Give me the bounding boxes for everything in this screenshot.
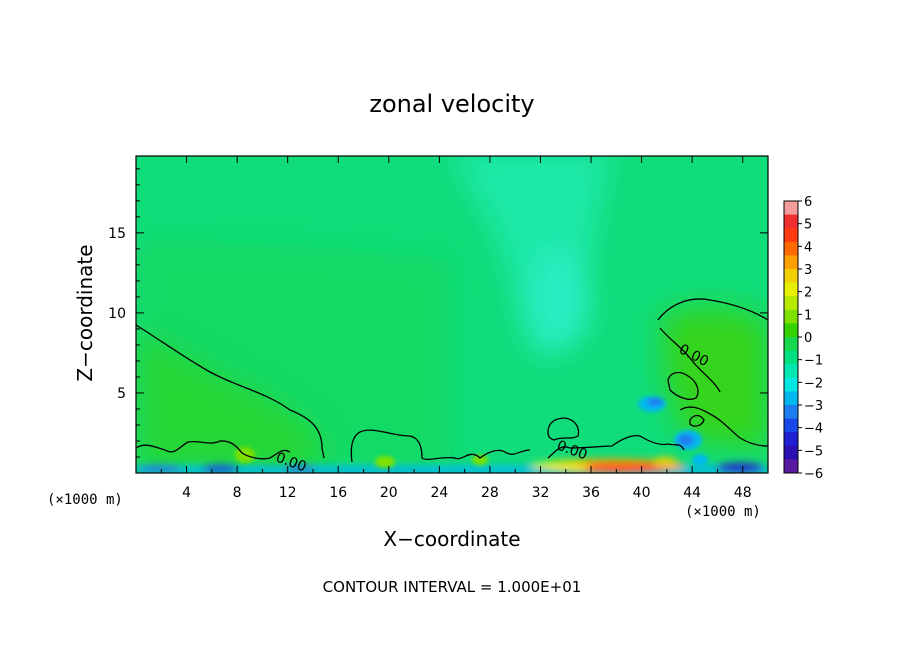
colorbar-segment <box>784 445 798 460</box>
colorbar-tick-label: 5 <box>804 218 812 233</box>
colorbar-tick-label: −2 <box>804 376 823 391</box>
field-yellow-east2 <box>653 457 677 467</box>
contour-upper-west <box>136 324 325 459</box>
x-axis-title: X−coordinate <box>383 527 520 551</box>
colorbar-segment <box>784 364 798 379</box>
colorbar-segment <box>784 377 798 392</box>
y-axis-ticks: 5 10 15 <box>108 168 768 458</box>
contour-east-upper <box>657 298 768 321</box>
colorbar-tick-label: −1 <box>804 354 823 369</box>
colorbar-segment <box>784 228 798 243</box>
colorbar-segment <box>784 241 798 256</box>
z-unit-label: (×1000 m) <box>47 492 123 508</box>
colorbar-labels: 6 5 4 3 2 1 0 −1 −2 −3 −4 −5 −6 <box>798 195 823 482</box>
field-neg-cell-3 <box>692 454 708 466</box>
field-surface-strip <box>136 466 768 473</box>
colorbar-segment <box>784 309 798 324</box>
contour-lower-west <box>136 440 291 460</box>
field-neg-cell-2-core <box>678 434 694 446</box>
colorbar-tick-label: 0 <box>804 331 812 346</box>
colorbar-tick-label: −6 <box>804 467 823 482</box>
x-tick-label: 24 <box>430 485 448 501</box>
contour-interval-note: CONTOUR INTERVAL = 1.000E+01 <box>323 578 582 596</box>
contour-east-wavy <box>679 406 768 447</box>
y-tick-label: 5 <box>117 386 126 402</box>
x-tick-label: 4 <box>182 485 191 501</box>
zero-contours <box>136 298 768 463</box>
x-tick-label: 40 <box>633 485 651 501</box>
colorbar-segment <box>784 201 798 216</box>
field-pos-blob-3 <box>472 455 488 465</box>
colorbar-segment <box>784 350 798 365</box>
x-unit-label: (×1000 m) <box>685 504 761 520</box>
x-tick-label: 28 <box>481 485 499 501</box>
x-tick-label: 44 <box>683 485 701 501</box>
x-axis-ticks: 4 8 12 16 20 24 28 32 36 40 44 48 <box>160 156 752 501</box>
colorbar-segment <box>784 269 798 284</box>
contour-small-east <box>689 414 705 427</box>
contour-east-lower <box>659 327 721 393</box>
contour-cell-34 <box>547 417 580 441</box>
x-tick-label: 20 <box>380 485 398 501</box>
field-hot-east <box>580 464 670 472</box>
colorbar-tick-label: 4 <box>804 240 812 255</box>
colorbar-segment <box>784 337 798 352</box>
x-tick-label: 32 <box>532 485 550 501</box>
chart-title: zonal velocity <box>369 90 534 118</box>
colorbar-tick-label: −4 <box>804 422 823 437</box>
contour-east-cell <box>667 371 699 400</box>
plot-frame <box>135 155 769 474</box>
x-tick-label: 48 <box>734 485 752 501</box>
x-tick-label: 8 <box>233 485 242 501</box>
y-tick-label: 15 <box>108 226 126 242</box>
field-yellow-east <box>530 462 590 470</box>
colorbar-tick-label: −5 <box>804 444 823 459</box>
contour-mid <box>350 429 531 463</box>
field-neg-cell-1-core <box>647 398 663 406</box>
colorbar-segment <box>784 255 798 270</box>
colorbar-segment <box>784 418 798 433</box>
y-axis-title: Z−coordinate <box>73 244 97 381</box>
field-cell-mid <box>284 465 316 473</box>
colorbar-tick-label: 6 <box>804 195 812 210</box>
field-east-positive <box>660 307 768 450</box>
x-tick-label: 16 <box>329 485 347 501</box>
field-pos-blob-2 <box>375 456 395 468</box>
colorbar-segment <box>784 323 798 338</box>
colorbar-tick-label: 1 <box>804 308 812 323</box>
colorbar-segment <box>784 214 798 229</box>
x-tick-label: 36 <box>582 485 600 501</box>
field-column-core <box>530 250 590 350</box>
heatmap-field: 0.00 0.00 0.00 <box>136 156 768 473</box>
colorbar-segment <box>784 391 798 406</box>
colorbar-tick-label: 3 <box>804 263 812 278</box>
colorbar-segment <box>784 405 798 420</box>
field-cell-west <box>138 465 182 473</box>
y-tick-label: 10 <box>108 306 126 322</box>
colorbar-tick-label: 2 <box>804 286 812 301</box>
x-tick-label: 12 <box>279 485 297 501</box>
field-midlayer <box>136 240 450 470</box>
colorbar-segment <box>784 296 798 311</box>
colorbar-segment <box>784 432 798 447</box>
field-cell-mid-west <box>202 465 238 473</box>
field-cell-east-surface <box>716 463 764 473</box>
colorbar-segment <box>784 459 798 474</box>
contour-east <box>547 434 685 459</box>
colorbar-segment <box>784 282 798 297</box>
colorbar-tick-label: −3 <box>804 399 823 414</box>
colorbar <box>783 200 799 474</box>
